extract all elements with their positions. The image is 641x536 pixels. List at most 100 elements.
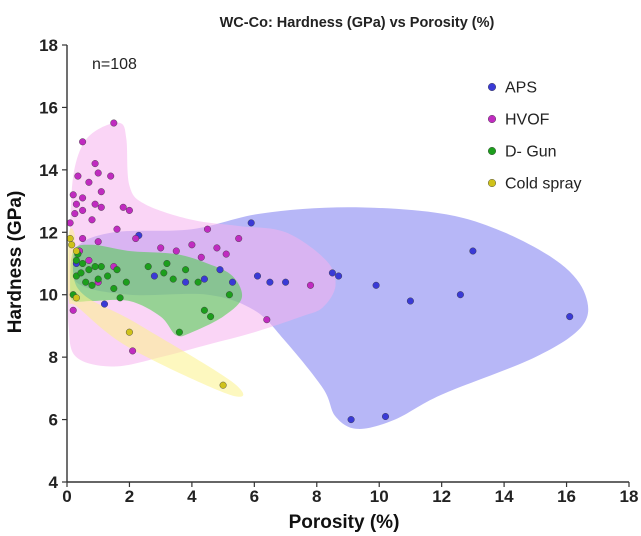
- point-aps: [566, 313, 574, 321]
- point-hvof: [74, 172, 82, 180]
- point-hvof: [188, 241, 196, 249]
- point-d-gun: [175, 328, 183, 336]
- point-hvof: [79, 194, 87, 202]
- point-hvof: [97, 188, 105, 196]
- point-hvof: [110, 119, 118, 127]
- y-tick-label: 14: [39, 161, 58, 180]
- point-d-gun: [88, 281, 96, 289]
- point-hvof: [69, 306, 77, 314]
- point-hvof: [129, 347, 137, 355]
- point-d-gun: [169, 275, 177, 283]
- point-hvof: [213, 244, 221, 252]
- point-d-gun: [200, 306, 208, 314]
- point-d-gun: [91, 263, 99, 271]
- point-d-gun: [104, 272, 112, 280]
- point-aps: [382, 413, 390, 421]
- chart-title: WC-Co: Hardness (GPa) vs Porosity (%): [220, 15, 495, 31]
- point-hvof: [172, 247, 180, 255]
- point-aps: [216, 266, 224, 274]
- point-cold-spray: [68, 241, 76, 249]
- point-hvof: [113, 225, 121, 233]
- point-cold-spray: [66, 234, 74, 242]
- point-d-gun: [122, 278, 130, 286]
- legend-label-cold-spray: Cold spray: [505, 176, 581, 193]
- point-d-gun: [160, 269, 168, 277]
- point-hvof: [88, 216, 96, 224]
- point-cold-spray: [72, 247, 80, 255]
- legend-marker-hvof: [488, 114, 497, 123]
- x-tick-label: 12: [432, 487, 451, 506]
- point-hvof: [94, 169, 102, 177]
- legend-label-aps: APS: [505, 80, 537, 97]
- point-hvof: [222, 250, 230, 258]
- x-axis-ticks: 0 2 4 6 8 10 12 14 16 18: [62, 482, 638, 506]
- point-aps: [200, 275, 208, 283]
- x-tick-label: 10: [370, 487, 389, 506]
- y-tick-label: 16: [39, 98, 58, 117]
- point-hvof: [125, 206, 133, 214]
- x-tick-label: 0: [62, 487, 71, 506]
- point-d-gun: [110, 285, 118, 293]
- point-aps: [347, 416, 355, 424]
- point-hvof: [79, 234, 87, 242]
- legend-marker-d-gun: [488, 146, 497, 155]
- point-hvof: [71, 210, 79, 218]
- y-tick-label: 8: [49, 348, 58, 367]
- point-hvof: [94, 238, 102, 246]
- point-aps: [372, 281, 380, 289]
- point-aps: [253, 272, 261, 280]
- point-aps: [247, 219, 255, 227]
- point-aps: [100, 300, 108, 308]
- y-axis-ticks: 4 6 8 10 12 14 16 18: [39, 36, 67, 492]
- x-tick-label: 8: [312, 487, 321, 506]
- point-aps: [335, 272, 343, 280]
- point-d-gun: [144, 263, 152, 271]
- point-hvof: [91, 200, 99, 208]
- x-tick-label: 2: [125, 487, 134, 506]
- point-hvof: [79, 138, 87, 146]
- point-cold-spray: [219, 381, 227, 389]
- point-cold-spray: [72, 294, 80, 302]
- point-hvof: [72, 200, 80, 208]
- point-aps: [469, 247, 477, 255]
- point-d-gun: [113, 266, 121, 274]
- point-aps: [456, 291, 464, 299]
- y-tick-label: 10: [39, 286, 58, 305]
- point-aps: [228, 278, 236, 286]
- point-aps: [182, 278, 190, 286]
- point-aps: [150, 272, 158, 280]
- point-d-gun: [82, 278, 90, 286]
- legend: APS HVOF D- Gun Cold spray: [488, 80, 581, 193]
- point-d-gun: [182, 266, 190, 274]
- point-aps: [266, 278, 274, 286]
- region-cold-spray: [67, 228, 244, 397]
- point-d-gun: [116, 294, 124, 302]
- y-axis-label: Hardness (GPa): [5, 191, 26, 334]
- y-tick-label: 18: [39, 36, 58, 55]
- point-d-gun: [79, 260, 87, 268]
- point-d-gun: [85, 266, 93, 274]
- point-d-gun: [77, 269, 85, 277]
- point-hvof: [85, 256, 93, 264]
- point-hvof: [66, 219, 74, 227]
- point-d-gun: [97, 263, 105, 271]
- point-hvof: [197, 253, 205, 261]
- point-cold-spray: [125, 328, 133, 336]
- point-hvof: [85, 178, 93, 186]
- point-layer: [66, 119, 574, 424]
- point-d-gun: [194, 278, 202, 286]
- legend-marker-aps: [488, 82, 497, 91]
- point-hvof: [263, 316, 271, 324]
- point-aps: [328, 269, 336, 277]
- legend-label-d-gun: D- Gun: [505, 144, 557, 161]
- point-d-gun: [72, 256, 80, 264]
- point-hvof: [97, 203, 105, 211]
- point-hvof: [91, 160, 99, 168]
- point-hvof: [203, 225, 211, 233]
- region-hvof: [67, 122, 336, 367]
- point-hvof: [79, 206, 87, 214]
- point-hvof: [157, 244, 165, 252]
- point-hvof: [235, 234, 243, 242]
- point-d-gun: [163, 260, 171, 268]
